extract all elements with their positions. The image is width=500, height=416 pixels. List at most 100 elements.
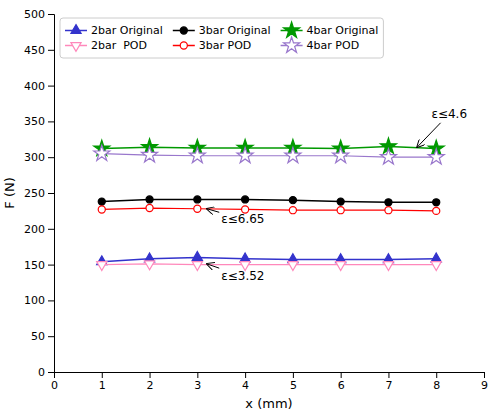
legend-label: 4bar Original	[307, 24, 379, 37]
y-axis-tick-label: 50	[31, 330, 45, 343]
x-axis-tick-mark	[197, 372, 198, 378]
x-axis-tick: 1	[99, 372, 106, 392]
legend-marker	[284, 22, 300, 37]
y-axis-tick-mark	[48, 372, 54, 373]
series-marker	[431, 262, 441, 271]
legend-label: 2bar POD	[91, 39, 147, 52]
y-axis-tick-mark	[48, 14, 54, 15]
x-axis-tick-mark	[436, 372, 437, 378]
series-marker	[288, 262, 298, 271]
series-marker	[433, 199, 440, 206]
annotation-arrow	[417, 123, 440, 147]
annotation-text: ε≤6.65	[221, 212, 264, 226]
series-marker	[242, 196, 249, 203]
y-axis-tick-mark	[48, 193, 54, 194]
series-marker	[98, 198, 105, 205]
series-marker	[289, 197, 296, 204]
series-marker	[146, 204, 153, 211]
legend-label: 3bar POD	[199, 39, 252, 52]
x-axis-tick-mark	[341, 372, 342, 378]
series-marker	[144, 261, 154, 270]
series-marker	[380, 149, 396, 164]
y-axis-tick-mark	[48, 50, 54, 51]
series-marker	[428, 149, 444, 164]
series-marker	[194, 205, 201, 212]
series	[94, 145, 445, 164]
x-axis-tick: 5	[290, 372, 297, 392]
annotation-text: ε≤4.6	[431, 107, 467, 121]
y-axis-tick: 450	[24, 44, 54, 57]
plot-area	[94, 138, 445, 270]
series-marker	[97, 262, 107, 271]
legend-entry: 2bar POD	[65, 39, 147, 52]
y-axis-tick: 250	[24, 187, 54, 200]
y-axis-tick-label: 450	[24, 44, 45, 57]
y-axis-tick-label: 200	[24, 223, 45, 236]
legend-entry: 4bar POD	[281, 37, 360, 52]
y-axis-tick: 150	[24, 259, 54, 272]
series-marker	[431, 253, 441, 262]
series-marker	[337, 207, 344, 214]
series-marker	[94, 145, 110, 160]
x-axis-tick-label: 4	[242, 379, 249, 392]
y-axis-tick-mark	[48, 157, 54, 158]
series-marker	[337, 198, 344, 205]
series-marker	[189, 147, 205, 162]
x-axis-tick-mark	[484, 372, 485, 378]
y-axis-tick-label: 350	[24, 115, 45, 128]
x-axis-tick-label: 3	[194, 379, 201, 392]
x-axis: 0123456789	[51, 372, 488, 392]
series-marker	[98, 206, 105, 213]
series-marker	[192, 252, 202, 261]
x-axis-tick: 9	[481, 372, 488, 392]
annotation-text: ε≤3.52	[221, 269, 264, 283]
y-axis-tick: 500	[24, 8, 54, 21]
series	[98, 204, 440, 214]
y-axis-tick: 200	[24, 223, 54, 236]
series-marker	[237, 147, 253, 162]
series-marker	[285, 147, 301, 162]
x-axis-tick-label: 1	[99, 379, 106, 392]
x-axis-tick-mark	[388, 372, 389, 378]
x-axis-tick-mark	[245, 372, 246, 378]
x-axis-tick-label: 5	[290, 379, 297, 392]
y-axis-tick-mark	[48, 336, 54, 337]
series-marker	[289, 207, 296, 214]
series-marker	[433, 207, 440, 214]
x-axis-line	[55, 373, 485, 379]
y-axis-tick-label: 500	[24, 8, 45, 21]
annotations: ε≤4.6 ε≤6.65 ε≤3.52	[207, 107, 467, 284]
x-axis-tick-label: 9	[481, 379, 488, 392]
annotation-arrow	[207, 264, 219, 268]
legend-marker	[284, 37, 300, 52]
legend-entry: 3bar POD	[173, 39, 252, 52]
x-axis-tick: 4	[242, 372, 249, 392]
y-axis-tick: 0	[38, 366, 54, 379]
legend-marker	[71, 25, 81, 34]
series-marker	[333, 147, 349, 162]
y-axis-tick-mark	[48, 121, 54, 122]
y-axis-tick-mark	[48, 265, 54, 266]
y-axis-line	[48, 15, 55, 373]
y-axis-tick-mark	[48, 229, 54, 230]
chart: 0123456789050100150200250300350400450500…	[0, 0, 500, 416]
x-axis-tick: 0	[51, 372, 58, 392]
legend-marker	[180, 27, 187, 34]
y-axis-tick-label: 250	[24, 187, 45, 200]
y-axis-tick: 50	[31, 330, 54, 343]
series	[97, 261, 442, 271]
x-axis-tick: 7	[385, 372, 392, 392]
x-axis-tick: 8	[433, 372, 440, 392]
y-axis-tick-label: 100	[24, 294, 45, 307]
legend-entry: 3bar Original	[173, 24, 271, 37]
x-axis-tick: 3	[194, 372, 201, 392]
x-axis-tick-label: 0	[51, 379, 58, 392]
x-axis-tick-mark	[293, 372, 294, 378]
y-axis-tick: 100	[24, 294, 54, 307]
y-axis-tick-label: 300	[24, 151, 45, 164]
y-axis-tick-label: 400	[24, 80, 45, 93]
y-axis-tick-label: 0	[38, 366, 45, 379]
series-marker	[146, 196, 153, 203]
legend-label: 3bar Original	[199, 24, 271, 37]
x-axis-tick: 2	[147, 372, 154, 392]
